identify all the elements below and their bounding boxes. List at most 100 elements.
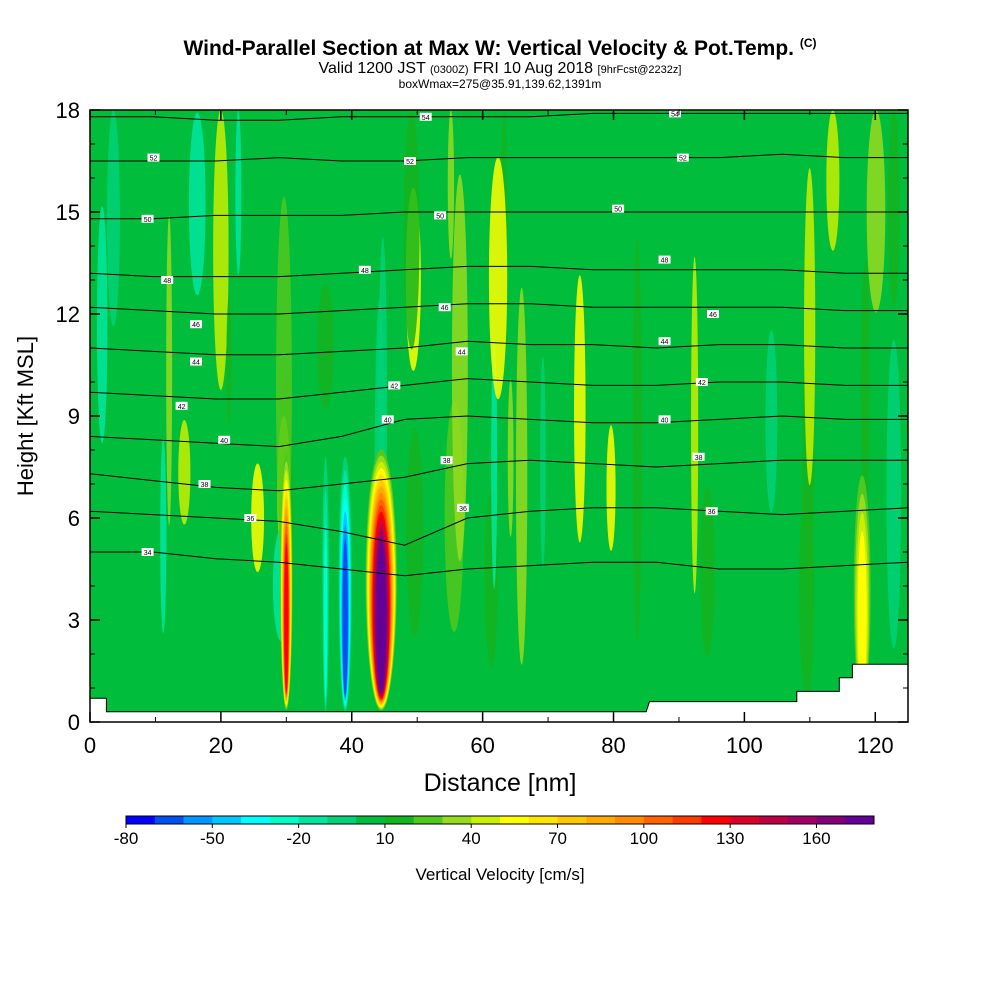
ambient-stripe (251, 463, 265, 573)
isentrope-38 (90, 459, 908, 492)
colorbar-swatch (269, 816, 300, 824)
isentrope-label: 50 (434, 211, 447, 220)
colorbar-tick-label: 160 (802, 829, 830, 848)
y-tick-label: 12 (56, 302, 80, 327)
svg-text:48: 48 (163, 278, 171, 285)
ambient-stripe (491, 337, 498, 589)
svg-text:40: 40 (384, 417, 392, 424)
colorbar-swatch (471, 816, 501, 824)
ambient-stripe (866, 110, 886, 313)
y-tick-label: 9 (68, 404, 80, 429)
ambient-stripe (226, 296, 232, 425)
isentrope-label: 40 (658, 415, 671, 424)
updraft-contour (376, 542, 387, 694)
ambient-stripe (606, 425, 616, 551)
colorbar-swatch (183, 816, 213, 824)
colorbar-swatch (442, 816, 472, 824)
isentrope-label: 44 (658, 337, 671, 346)
isentrope-label: 36 (705, 507, 718, 516)
terrain-profile (90, 663, 908, 722)
svg-text:46: 46 (709, 312, 717, 319)
isentrope-label: 52 (147, 153, 160, 163)
colorbar-tick-label: -80 (114, 829, 139, 848)
isentrope-label: 48 (161, 276, 174, 285)
colorbar-tick-label: -20 (286, 829, 311, 848)
colorbar-swatch (528, 816, 559, 824)
isentrope-36 (90, 507, 908, 546)
isentrope-lines (90, 112, 908, 577)
colorbar-label: Vertical Velocity [cm/s] (415, 865, 584, 884)
isentrope-label: 38 (692, 452, 705, 462)
isentrope-label: 44 (455, 347, 468, 356)
svg-text:48: 48 (361, 268, 369, 275)
colorbar-swatch (816, 816, 846, 824)
svg-text:38: 38 (443, 458, 451, 465)
ambient-stripe (826, 110, 840, 251)
ambient-stripe (765, 330, 778, 513)
isentrope-label: 34 (141, 548, 154, 557)
colorbar-swatch (701, 816, 731, 824)
colorbar-swatch (615, 816, 645, 824)
svg-text:42: 42 (390, 383, 398, 390)
y-axis-label: Height [Kft MSL] (13, 336, 38, 496)
isentrope-44 (90, 340, 908, 356)
svg-text:38: 38 (201, 482, 209, 489)
y-tick-label: 3 (68, 608, 80, 633)
isentrope-label: 54 (669, 109, 682, 118)
chart-title: Wind-Parallel Section at Max W: Vertical… (183, 36, 817, 60)
x-tick-label: 40 (340, 733, 364, 758)
updraft-contour (342, 538, 348, 696)
svg-text:44: 44 (661, 339, 669, 346)
ambient-stripe (166, 215, 173, 526)
ambient-stripe (403, 110, 420, 350)
isentrope-label: 36 (457, 503, 470, 513)
svg-text:40: 40 (661, 417, 669, 424)
colorbar-swatch (500, 816, 530, 824)
updraft-contour (323, 524, 328, 699)
svg-text:50: 50 (144, 217, 152, 224)
isentrope-label: 42 (175, 401, 188, 411)
svg-text:44: 44 (458, 349, 466, 356)
isentrope-label: 50 (141, 214, 154, 224)
colorbar-swatch (298, 816, 328, 824)
isentrope-label: 50 (612, 204, 625, 214)
svg-text:46: 46 (441, 305, 449, 312)
colorbar-tick-label: 70 (548, 829, 567, 848)
isentrope-label: 44 (190, 357, 203, 367)
isentrope-label: 46 (190, 320, 203, 329)
isentrope-label: 48 (658, 255, 671, 265)
chart-subtitle-2: boxWmax=275@35.91,139.62,1391m (398, 77, 602, 91)
svg-text:42: 42 (698, 380, 706, 387)
svg-text:34: 34 (144, 550, 152, 557)
y-tick-label: 6 (68, 506, 80, 531)
svg-text:38: 38 (695, 455, 703, 462)
svg-text:50: 50 (614, 207, 622, 214)
svg-text:44: 44 (192, 360, 200, 367)
ambient-stripe (406, 429, 424, 638)
colorbar-swatch (413, 816, 443, 824)
colorbar-tick-label: 130 (716, 829, 744, 848)
svg-text:42: 42 (178, 404, 186, 411)
svg-text:40: 40 (220, 438, 228, 445)
colorbar-tick-label: 100 (630, 829, 658, 848)
ambient-stripe (451, 174, 468, 562)
svg-text:54: 54 (422, 115, 430, 122)
svg-text:36: 36 (246, 516, 254, 523)
chart-subtitle: Valid 1200 JST (0300Z) FRI 10 Aug 2018 [… (318, 60, 682, 77)
isentrope-42 (90, 378, 908, 400)
isentrope-label: 52 (404, 157, 417, 166)
ambient-stripe (213, 110, 229, 390)
colorbar-swatch (327, 816, 357, 824)
isentrope-label: 40 (218, 435, 231, 445)
colorbar-swatch (356, 816, 386, 824)
ambient-stripe (886, 339, 902, 649)
x-tick-label: 80 (601, 733, 625, 758)
isentrope-label: 40 (381, 415, 394, 424)
ambient-stripe (574, 275, 586, 543)
svg-text:52: 52 (150, 156, 158, 163)
isentrope-label: 46 (706, 310, 719, 319)
isentrope-50 (90, 211, 908, 220)
isentrope-34 (90, 551, 908, 577)
ambient-stripe (96, 206, 108, 444)
